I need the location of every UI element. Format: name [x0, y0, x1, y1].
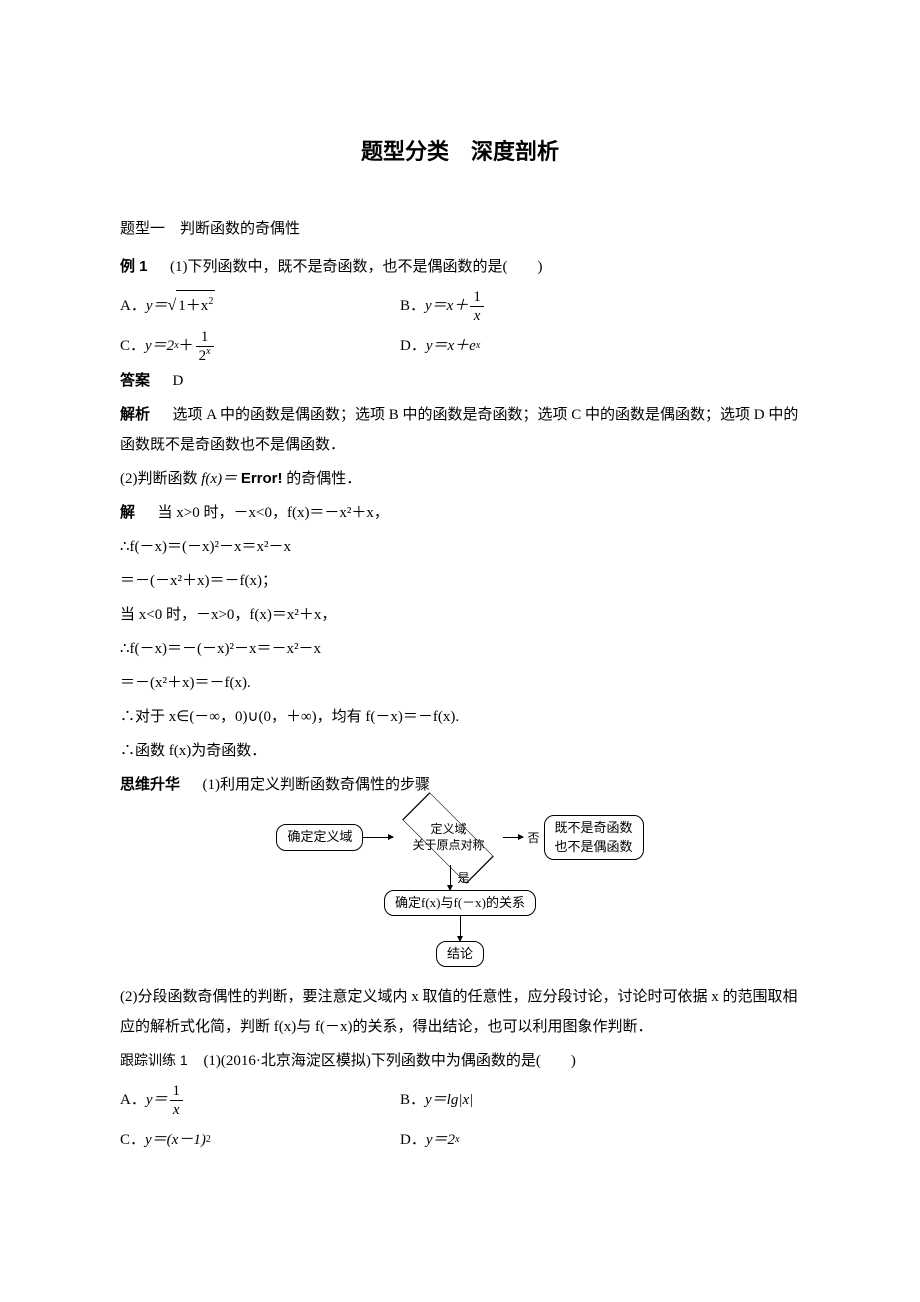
- flow-row-3: 结论: [436, 941, 484, 967]
- fraction-icon: 1 x: [170, 1082, 184, 1119]
- diamond-line1: 定义域: [430, 822, 466, 836]
- flow-node-domain: 确定定义域: [276, 824, 363, 850]
- q2-prefix: (2)判断函数: [120, 471, 201, 487]
- analysis-text: 选项 A 中的函数是偶函数；选项 B 中的函数是奇函数；选项 C 中的函数是偶函…: [120, 407, 798, 453]
- neither-l2: 也不是偶函数: [555, 839, 633, 854]
- opt-a-prefix: A．: [120, 291, 146, 321]
- option-d: D． y＝x＋ex: [400, 326, 680, 366]
- t-opt-d-prefix: D．: [400, 1125, 426, 1155]
- q2-suffix: 的奇偶性．: [286, 471, 361, 487]
- sol-line4: 当 x<0 时，－x>0，f(x)＝x²＋x，: [120, 600, 800, 630]
- example-label: 例 1: [120, 258, 148, 275]
- sol-line6: ＝－(x²＋x)＝－f(x).: [120, 668, 800, 698]
- q2-error: Error!: [241, 470, 283, 487]
- neither-l1: 既不是奇函数: [555, 820, 633, 835]
- arrow-right-icon: [503, 837, 523, 838]
- opt-d-body: y＝x＋e: [426, 331, 476, 361]
- answer-value: D: [173, 373, 184, 389]
- opt-c-body1: y＝2: [145, 331, 174, 361]
- diamond-line2: 关于原点对称: [412, 838, 484, 852]
- arrow-down-icon: [450, 865, 451, 890]
- t-option-b: B． y＝lg|x|: [400, 1080, 680, 1120]
- opt-b-y: y＝x＋: [425, 291, 468, 321]
- label-no: 否: [527, 826, 539, 850]
- t-opt-c-body: y＝(x－1): [145, 1125, 206, 1155]
- q1-stem: (1)下列函数中，既不是奇函数，也不是偶函数的是( ): [170, 259, 542, 275]
- sol-line5: ∴f(－x)＝－(－x)²－x＝－x²－x: [120, 634, 800, 664]
- opt-a-y: y＝: [146, 291, 168, 321]
- opt-d-prefix: D．: [400, 331, 426, 361]
- fraction-icon: 1 2x: [196, 328, 214, 365]
- option-b: B． y＝x＋ 1 x: [400, 286, 680, 326]
- flow-diamond: 定义域 关于原点对称: [393, 810, 503, 865]
- sol-line3: ＝－(－x²＋x)＝－f(x)；: [120, 566, 800, 596]
- example1-stem: 例 1 (1)下列函数中，既不是奇函数，也不是偶函数的是( ): [120, 252, 800, 282]
- track-line: 跟踪训练 1 (1)(2016·北京海淀区模拟)下列函数中为偶函数的是( ): [120, 1046, 800, 1076]
- opt-b-den: x: [470, 307, 484, 325]
- enhance-label: 思维升华: [120, 776, 180, 793]
- enhance-line: 思维升华 (1)利用定义判断函数奇偶性的步骤: [120, 770, 800, 800]
- arrow-down-icon: [460, 916, 461, 941]
- flowchart: 确定定义域 定义域 关于原点对称 否 既不是奇函数 也不是偶函数 是 确定f(x…: [120, 810, 800, 967]
- sqrt-icon: √ 1＋x2: [168, 290, 216, 322]
- track-label: 跟踪训练 1: [120, 1046, 188, 1074]
- opt-c-num: 1: [196, 328, 214, 347]
- flow-node-neither: 既不是奇函数 也不是偶函数: [544, 815, 644, 859]
- t-opt-a-prefix: A．: [120, 1085, 146, 1115]
- t-opt-c-prefix: C．: [120, 1125, 145, 1155]
- flow-row-1: 确定定义域 定义域 关于原点对称 否 既不是奇函数 也不是偶函数: [276, 810, 643, 865]
- q1-options: A． y＝ √ 1＋x2 B． y＝x＋ 1 x C． y＝2x ＋ 1 2x …: [120, 286, 800, 366]
- opt-b-num: 1: [470, 288, 484, 307]
- sol-line1: 当 x>0 时，－x<0，f(x)＝－x²＋x，: [158, 505, 389, 521]
- enhance-1: (1)利用定义判断函数奇偶性的步骤: [203, 777, 431, 793]
- flow-row-2: 确定f(x)与f(－x)的关系: [384, 890, 536, 916]
- t-opt-b-prefix: B．: [400, 1085, 425, 1115]
- flow-node-conclusion: 结论: [436, 941, 484, 967]
- t-opt-a-den: x: [170, 1101, 184, 1119]
- opt-b-prefix: B．: [400, 291, 425, 321]
- page-title: 题型分类 深度剖析: [120, 130, 800, 174]
- option-a: A． y＝ √ 1＋x2: [120, 286, 400, 326]
- sol-label: 解: [120, 504, 135, 521]
- flow-arrow-down-2: [460, 916, 461, 941]
- t-option-c: C． y＝(x－1)2: [120, 1120, 400, 1160]
- analysis-line: 解析 选项 A 中的函数是偶函数；选项 B 中的函数是奇函数；选项 C 中的函数…: [120, 400, 800, 460]
- solution-block: 解 当 x>0 时，－x<0，f(x)＝－x²＋x，: [120, 498, 800, 528]
- section-heading: 题型一 判断函数的奇偶性: [120, 214, 800, 244]
- fraction-icon: 1 x: [470, 288, 484, 325]
- sol-line2: ∴f(－x)＝(－x)²－x＝x²－x: [120, 532, 800, 562]
- t-option-a: A． y＝ 1 x: [120, 1080, 400, 1120]
- track-options: A． y＝ 1 x B． y＝lg|x| C． y＝(x－1)2 D． y＝2x: [120, 1080, 800, 1160]
- sol-line8: ∴函数 f(x)为奇函数．: [120, 736, 800, 766]
- arrow-right-icon: [363, 837, 393, 838]
- opt-c-plus: ＋: [179, 331, 194, 361]
- t-opt-a-y: y＝: [146, 1085, 168, 1115]
- q2-stem: (2)判断函数 f(x)＝ Error! 的奇偶性．: [120, 464, 800, 494]
- flow-node-relation: 确定f(x)与f(－x)的关系: [384, 890, 536, 916]
- opt-c-prefix: C．: [120, 331, 145, 361]
- t-opt-a-num: 1: [170, 1082, 184, 1101]
- option-c: C． y＝2x ＋ 1 2x: [120, 326, 400, 366]
- enhance-2: (2)分段函数奇偶性的判断，要注意定义域内 x 取值的任意性，应分段讨论，讨论时…: [120, 982, 800, 1042]
- sol-line7: ∴对于 x∈(－∞，0)∪(0，＋∞)，均有 f(－x)＝－f(x).: [120, 702, 800, 732]
- t-option-d: D． y＝2x: [400, 1120, 680, 1160]
- analysis-label: 解析: [120, 406, 150, 423]
- track-stem: (1)(2016·北京海淀区模拟)下列函数中为偶函数的是( ): [203, 1053, 575, 1069]
- answer-line: 答案 D: [120, 366, 800, 396]
- opt-a-radicand: 1＋x: [178, 298, 208, 314]
- q2-fx: f(x)＝: [201, 471, 237, 487]
- t-opt-d-body: y＝2: [426, 1125, 455, 1155]
- answer-label: 答案: [120, 372, 150, 389]
- t-opt-b-body: y＝lg|x|: [425, 1085, 473, 1115]
